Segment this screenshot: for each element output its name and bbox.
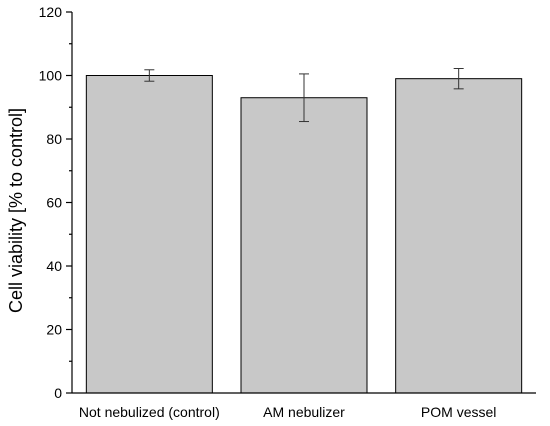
error-bars-group bbox=[144, 68, 464, 123]
y-tick-label-20: 20 bbox=[46, 322, 62, 338]
bar-am-nebulizer bbox=[240, 97, 368, 394]
y-axis-label: Cell viability [% to control] bbox=[6, 108, 26, 313]
x-tick-label-not-nebulized-control: Not nebulized (control) bbox=[79, 404, 220, 420]
bars-group bbox=[85, 75, 523, 394]
y-tick-label-100: 100 bbox=[39, 68, 63, 84]
y-tick-label-40: 40 bbox=[46, 258, 62, 274]
x-labels-group: Not nebulized (control) AM nebulizer POM v… bbox=[79, 404, 496, 420]
y-ticks-group: 0 20 40 60 80 100 120 bbox=[39, 4, 72, 401]
bar-not-nebulized-control bbox=[85, 75, 213, 394]
x-tick-label-am-nebulizer: AM nebulizer bbox=[263, 404, 345, 420]
y-tick-label-60: 60 bbox=[46, 195, 62, 211]
y-tick-label-80: 80 bbox=[46, 131, 62, 147]
y-tick-label-0: 0 bbox=[54, 385, 62, 401]
y-tick-label-120: 120 bbox=[39, 4, 63, 20]
x-tick-label-pom-vessel: POM vessel bbox=[421, 404, 496, 420]
bar-pom-vessel bbox=[395, 78, 523, 394]
